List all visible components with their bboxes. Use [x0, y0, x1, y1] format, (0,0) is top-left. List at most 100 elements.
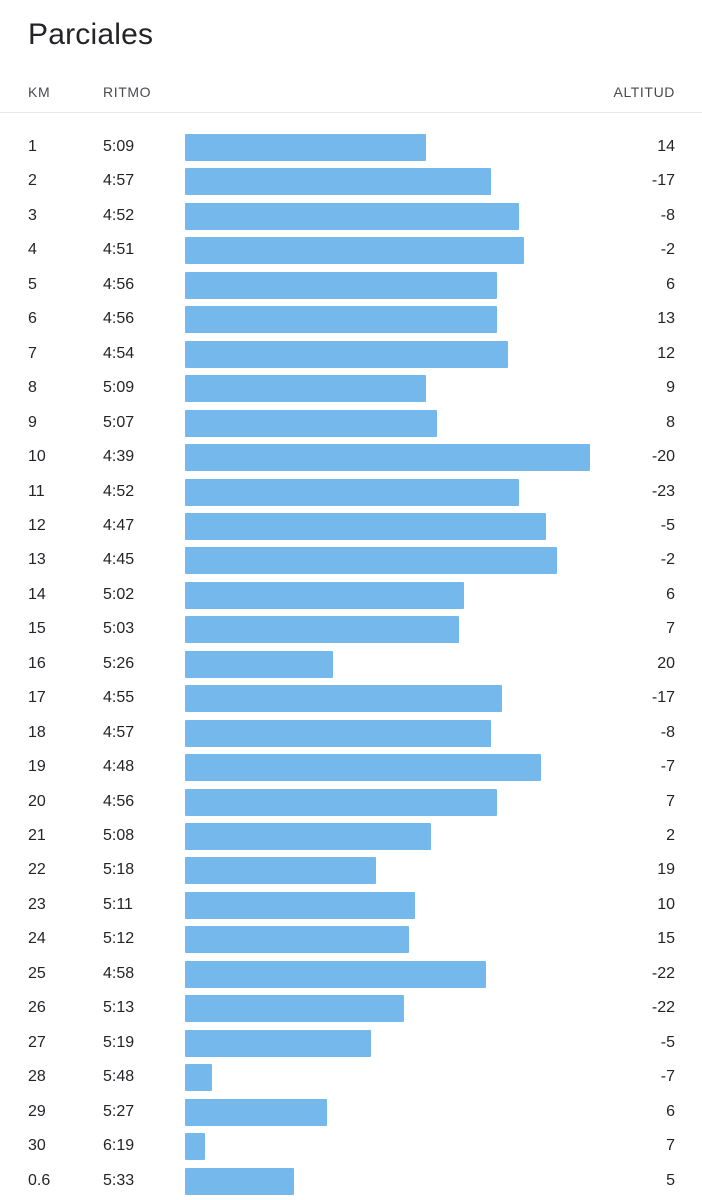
split-row: 14 5:02 6: [0, 578, 702, 612]
split-pace: 4:58: [103, 965, 135, 982]
split-row: 22 5:18 19: [0, 853, 702, 887]
split-km: 8: [28, 379, 37, 396]
split-altitude: 6: [666, 276, 675, 293]
split-pace-bar: [185, 410, 437, 437]
split-pace: 4:56: [103, 276, 135, 293]
split-km: 2: [28, 172, 37, 189]
page-title: Parciales: [28, 18, 154, 51]
split-pace: 4:54: [103, 345, 135, 362]
splits-header: KM RITMO ALTITUD: [0, 84, 702, 102]
split-pace-bar: [185, 1133, 205, 1160]
split-row: 19 4:48 -7: [0, 750, 702, 784]
split-pace-bar: [185, 237, 524, 264]
split-pace: 5:18: [103, 861, 135, 878]
split-row: 4 4:51 -2: [0, 233, 702, 267]
split-altitude: -2: [660, 241, 675, 258]
split-row: 7 4:54 12: [0, 337, 702, 371]
split-altitude: 15: [657, 930, 675, 947]
split-row: 3 4:52 -8: [0, 199, 702, 233]
split-km: 0.6: [28, 1172, 51, 1189]
split-km: 21: [28, 827, 46, 844]
split-km: 1: [28, 138, 37, 155]
split-pace-bar: [185, 444, 590, 471]
split-row: 29 5:27 6: [0, 1095, 702, 1129]
split-km: 9: [28, 414, 37, 431]
split-km: 5: [28, 276, 37, 293]
split-altitude: 6: [666, 1103, 675, 1120]
split-pace: 5:12: [103, 930, 135, 947]
split-pace: 4:52: [103, 483, 135, 500]
split-pace-bar: [185, 651, 333, 678]
split-altitude: -17: [651, 172, 675, 189]
split-row: 8 5:09 9: [0, 371, 702, 405]
split-pace: 5:19: [103, 1034, 135, 1051]
split-pace: 6:19: [103, 1137, 135, 1154]
split-km: 7: [28, 345, 37, 362]
split-pace: 4:56: [103, 793, 135, 810]
splits-list: 1 5:09 14 2 4:57 -17 3 4:52 -8 4 4:51 -2 5 4:56 6 6 4:56…: [0, 130, 702, 1200]
split-pace: 5:07: [103, 414, 135, 431]
split-pace: 5:33: [103, 1172, 135, 1189]
split-km: 28: [28, 1068, 46, 1085]
split-km: 22: [28, 861, 46, 878]
split-altitude: -8: [660, 207, 675, 224]
split-altitude: -20: [651, 448, 675, 465]
split-row: 0.6 5:33 5: [0, 1164, 702, 1198]
split-row: 26 5:13 -22: [0, 991, 702, 1025]
split-altitude: 19: [657, 861, 675, 878]
split-pace: 4:48: [103, 758, 135, 775]
split-altitude: -7: [660, 1068, 675, 1085]
split-row: 25 4:58 -22: [0, 957, 702, 991]
split-row: 13 4:45 -2: [0, 543, 702, 577]
split-row: 12 4:47 -5: [0, 509, 702, 543]
split-altitude: -5: [660, 1034, 675, 1051]
split-pace-bar: [185, 720, 491, 747]
split-km: 6: [28, 310, 37, 327]
split-km: 23: [28, 896, 46, 913]
split-pace-bar: [185, 1064, 212, 1091]
split-km: 29: [28, 1103, 46, 1120]
split-altitude: 6: [666, 586, 675, 603]
split-row: 11 4:52 -23: [0, 475, 702, 509]
split-row: 15 5:03 7: [0, 612, 702, 646]
split-pace-bar: [185, 513, 546, 540]
split-row: 6 4:56 13: [0, 302, 702, 336]
split-pace-bar: [185, 479, 519, 506]
split-pace-bar: [185, 134, 426, 161]
header-divider: [0, 112, 702, 113]
split-pace-bar: [185, 892, 415, 919]
split-pace-bar: [185, 823, 431, 850]
split-km: 25: [28, 965, 46, 982]
split-pace: 5:09: [103, 138, 135, 155]
column-header-pace: RITMO: [103, 84, 152, 100]
split-altitude: -17: [651, 689, 675, 706]
split-row: 30 6:19 7: [0, 1129, 702, 1163]
split-km: 11: [28, 483, 45, 500]
split-row: 9 5:07 8: [0, 406, 702, 440]
split-row: 21 5:08 2: [0, 819, 702, 853]
split-row: 10 4:39 -20: [0, 440, 702, 474]
split-row: 1 5:09 14: [0, 130, 702, 164]
split-pace: 5:26: [103, 655, 135, 672]
split-altitude: 8: [666, 414, 675, 431]
split-km: 16: [28, 655, 46, 672]
split-km: 14: [28, 586, 46, 603]
split-pace: 4:52: [103, 207, 135, 224]
split-pace: 4:56: [103, 310, 135, 327]
split-row: 5 4:56 6: [0, 268, 702, 302]
split-altitude: 7: [666, 620, 675, 637]
split-altitude: 7: [666, 793, 675, 810]
split-pace: 5:02: [103, 586, 135, 603]
split-pace: 5:11: [103, 896, 133, 913]
split-altitude: 7: [666, 1137, 675, 1154]
split-km: 17: [28, 689, 46, 706]
split-pace: 4:45: [103, 551, 135, 568]
split-km: 13: [28, 551, 46, 568]
split-altitude: 20: [657, 655, 675, 672]
split-km: 3: [28, 207, 37, 224]
split-pace-bar: [185, 306, 497, 333]
split-pace: 5:03: [103, 620, 135, 637]
split-altitude: -5: [660, 517, 675, 534]
split-km: 4: [28, 241, 37, 258]
split-row: 17 4:55 -17: [0, 681, 702, 715]
